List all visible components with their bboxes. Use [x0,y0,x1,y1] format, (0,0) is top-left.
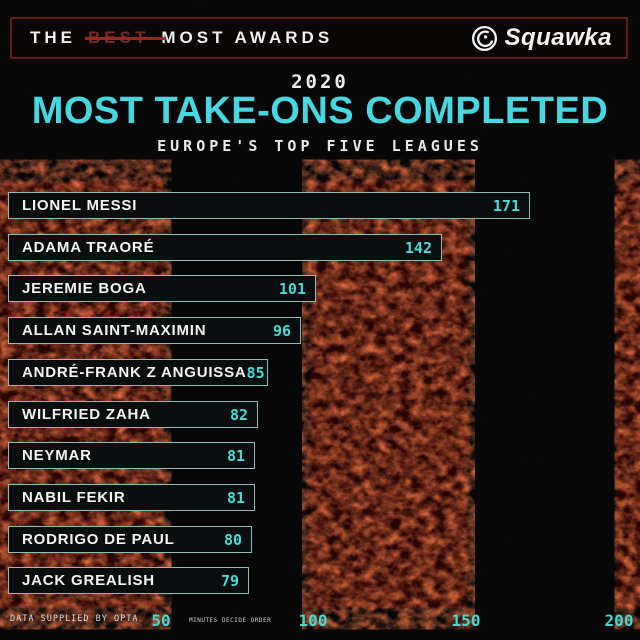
player-value: 81 [226,488,245,507]
player-name: NABIL FEKIR [22,489,126,506]
player-value: 96 [272,321,291,340]
header-word-the: THE [30,28,76,47]
player-value: 81 [226,446,245,465]
data-source-credit: DATA SUPPLIED BY OPTA [10,614,139,624]
player-name: ANDRÉ-FRANK Z ANGUISSA [22,364,247,381]
player-value: 85 [246,363,265,382]
squawka-logo: Squawka [471,24,612,52]
bar-row: RODRIGO DE PAUL 80 [8,526,252,553]
player-name: JEREMIE BOGA [22,280,147,297]
x-tick-label: 150 [451,611,481,630]
bar-row: JEREMIE BOGA 101 [8,275,316,302]
page-title: MOST TAKE-ONS COMPLETED [31,90,609,132]
bar-row: NEYMAR 81 [8,442,255,469]
header-struck-word: BEST [84,28,167,47]
bar-row: ANDRÉ-FRANK Z ANGUISSA 85 [8,359,268,386]
brand-name: Squawka [504,24,612,51]
x-tick-label: 200 [604,611,634,630]
player-name: LIONEL MESSI [22,197,138,214]
year-label: 2020 [291,71,349,93]
player-value: 171 [492,196,520,215]
player-name: ALLAN SAINT-MAXIMIN [22,322,207,339]
player-name: ADAMA TRAORÉ [22,239,155,256]
player-value: 82 [229,405,248,424]
header-word-rest: MOST AWARDS [161,28,334,47]
bar-row: NABIL FEKIR 81 [8,484,255,511]
bar-row: ALLAN SAINT-MAXIMIN 96 [8,317,301,344]
x-tick-label: 100 [298,611,328,630]
player-name: WILFRIED ZAHA [22,406,151,423]
bar-row: WILFRIED ZAHA 82 [8,401,258,428]
player-value: 80 [223,530,242,549]
player-value: 101 [278,279,306,298]
player-value: 142 [404,238,432,257]
x-tick-label: 50 [151,611,171,630]
bar-row: ADAMA TRAORÉ 142 [8,234,442,261]
player-name: NEYMAR [22,447,92,464]
player-name: JACK GREALISH [22,572,155,589]
header-title: THE BEST MOST AWARDS [30,28,333,48]
bar-row: LIONEL MESSI 171 [8,192,530,219]
header-bar: THE BEST MOST AWARDS Squawka [10,17,628,59]
player-value: 79 [220,571,239,590]
squawka-swirl-icon [472,25,498,51]
page-subtitle: EUROPE'S TOP FIVE LEAGUES [157,137,483,155]
player-name: RODRIGO DE PAUL [22,531,175,548]
tiebreak-note: MINUTES DECIDE ORDER [189,617,272,624]
bar-row: JACK GREALISH 79 [8,567,249,594]
